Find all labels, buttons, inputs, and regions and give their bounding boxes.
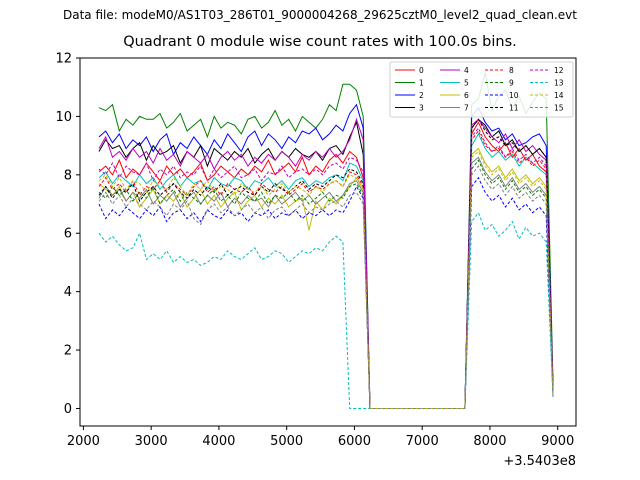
series-line-7: [98, 156, 554, 409]
legend-label-12: 12: [554, 66, 564, 75]
series-line-15: [98, 165, 554, 409]
series-line-12: [98, 127, 554, 409]
y-tick-label: 0: [64, 402, 72, 417]
series-line-6: [98, 147, 554, 409]
series-line-9: [98, 159, 554, 409]
legend-label-10: 10: [509, 91, 519, 100]
x-offset-label: +3.5403e8: [503, 454, 576, 469]
legend-label-9: 9: [509, 78, 514, 87]
y-tick-label: 10: [55, 110, 72, 125]
y-tick-label: 4: [64, 285, 72, 300]
legend-label-1: 1: [419, 78, 424, 87]
chart-title: Quadrant 0 module wise count rates with …: [123, 34, 517, 50]
series-line-11: [98, 118, 554, 409]
legend-label-2: 2: [419, 91, 424, 100]
legend-label-3: 3: [419, 103, 424, 112]
x-tick-label: 8000: [473, 434, 506, 449]
series-line-13: [98, 211, 554, 409]
series-line-14: [98, 150, 554, 409]
x-tick-label: 3000: [135, 434, 168, 449]
x-tick-label: 5000: [270, 434, 303, 449]
series-line-10: [98, 176, 554, 409]
legend-label-15: 15: [554, 103, 564, 112]
legend-label-13: 13: [554, 78, 564, 87]
legend-label-5: 5: [464, 78, 469, 87]
legend-label-14: 14: [554, 91, 564, 100]
series-line-5: [98, 132, 554, 409]
legend-box: [389, 61, 574, 118]
series-line-2: [98, 103, 554, 409]
x-tick-label: 2000: [67, 434, 100, 449]
series-line-1: [98, 72, 554, 409]
y-tick-label: 8: [64, 168, 72, 183]
legend-label-8: 8: [509, 66, 514, 75]
figure-suptitle: Data file: modeM0/AS1T03_286T01_90000042…: [63, 8, 577, 22]
legend-label-6: 6: [464, 91, 469, 100]
tick-layer: 2000 3000 4000 5000 6000 7000 8000 900002468101…: [55, 52, 574, 450]
series-layer: [98, 72, 554, 409]
axes-frame: [79, 57, 577, 427]
series-line-0: [98, 121, 554, 409]
legend-label-11: 11: [509, 103, 519, 112]
y-tick-label: 12: [55, 52, 72, 67]
series-line-4: [98, 117, 554, 409]
legend-label-0: 0: [419, 66, 424, 75]
series-line-8: [98, 130, 554, 409]
x-tick-label: 7000: [406, 434, 439, 449]
x-tick-label: 4000: [202, 434, 235, 449]
legend-label-4: 4: [464, 66, 469, 75]
legend-label-7: 7: [464, 103, 469, 112]
x-tick-label: 6000: [338, 434, 371, 449]
y-tick-label: 6: [64, 227, 72, 242]
x-tick-label: 9000: [541, 434, 574, 449]
y-tick-label: 2: [64, 344, 72, 359]
